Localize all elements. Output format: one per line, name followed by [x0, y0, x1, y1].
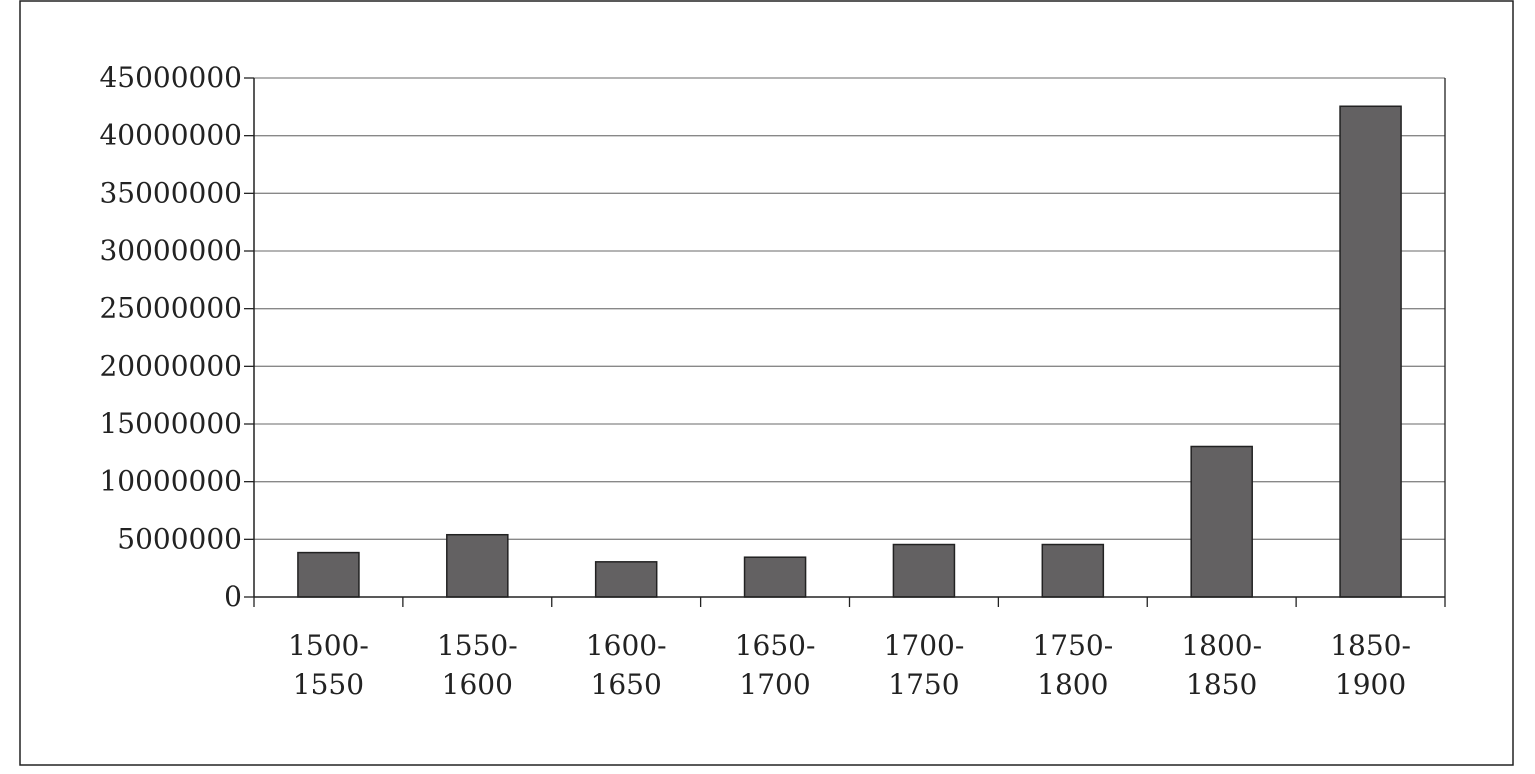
- x-tick-label: 1550: [293, 668, 364, 701]
- bar: [1190, 445, 1253, 598]
- x-tick-label: 1750-: [1032, 629, 1113, 662]
- bar: [594, 561, 658, 598]
- y-tick-label: 30000000: [99, 234, 242, 267]
- y-tick-labels: 0 5000000 10000000 15000000 20000000 25000000…: [99, 61, 242, 613]
- y-tick-label: 15000000: [99, 407, 242, 440]
- x-tick-label: 1600-: [586, 629, 667, 662]
- bar: [743, 556, 807, 598]
- x-tick-label: 1650-: [735, 629, 816, 662]
- y-tick-label: 25000000: [99, 292, 242, 325]
- bars: [297, 105, 1402, 598]
- chart-border: [19, 0, 1514, 766]
- y-tick-label: 5000000: [117, 522, 242, 555]
- x-tick-label: 1550-: [437, 629, 518, 662]
- x-tick-label: 1700: [739, 668, 810, 701]
- x-tick-label: 1700-: [884, 629, 965, 662]
- bar: [446, 533, 509, 598]
- y-tick-label: 35000000: [99, 176, 242, 209]
- x-tick-label: 1600: [442, 668, 513, 701]
- y-tick-label: 10000000: [99, 465, 242, 498]
- y-tick-label: 45000000: [99, 61, 242, 94]
- axes: [244, 77, 1446, 607]
- x-tick-label: 1800: [1037, 668, 1108, 701]
- x-tick-label: 1500-: [288, 629, 369, 662]
- bar: [892, 543, 956, 598]
- bar: [297, 551, 360, 598]
- x-tick-label: 1750: [888, 668, 959, 701]
- x-tick-label: 1900: [1335, 668, 1406, 701]
- x-tick-label: 1650: [591, 668, 662, 701]
- y-tick-label: 40000000: [99, 119, 242, 152]
- y-tick-label: 20000000: [99, 349, 242, 382]
- x-tick-label: 1850-: [1330, 629, 1411, 662]
- y-tick-label: 0: [224, 580, 242, 613]
- bar: [1041, 543, 1105, 598]
- x-tick-label: 1850: [1186, 668, 1257, 701]
- x-tick-labels: 1500- 1550 1550- 1600 1600- 1650 1650- 1700 1700…: [288, 629, 1411, 701]
- x-tick-label: 1800-: [1181, 629, 1262, 662]
- bar: [1339, 105, 1402, 598]
